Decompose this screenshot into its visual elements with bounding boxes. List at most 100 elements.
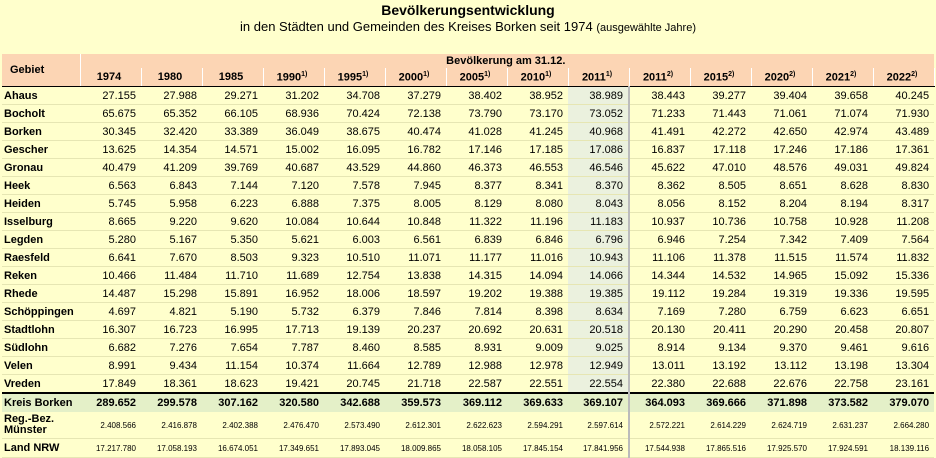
table-cell: 17.217.780	[80, 438, 141, 458]
table-cell: 359.573	[385, 392, 446, 412]
table-cell: 17.841.956	[568, 438, 630, 458]
table-cell: 11.322	[446, 212, 507, 231]
row-name: Isselburg	[2, 212, 80, 231]
table-cell: 65.675	[80, 104, 141, 123]
table-cell: 10.848	[385, 212, 446, 231]
year-header: 20212)	[812, 68, 874, 87]
table-cell: 13.192	[690, 356, 751, 375]
table-cell: 8.005	[385, 194, 446, 213]
table-cell: 19.388	[507, 284, 568, 303]
table-cell: 40.687	[263, 158, 324, 177]
table-cell: 18.058.105	[446, 438, 507, 458]
table-cell: 6.561	[385, 230, 446, 249]
table-cell: 14.094	[507, 266, 568, 285]
table-cell: 17.246	[751, 140, 812, 159]
table-cell: 13.304	[873, 356, 935, 375]
table-cell: 22.380	[629, 374, 690, 394]
table-cell: 18.597	[385, 284, 446, 303]
table-cell: 27.988	[141, 86, 202, 105]
row-name: Reken	[2, 266, 80, 285]
table-cell: 34.708	[324, 86, 385, 105]
table-cell: 2.612.301	[385, 412, 446, 439]
table-cell: 39.404	[751, 86, 812, 105]
table-cell: 41.209	[141, 158, 202, 177]
table-cell: 7.375	[324, 194, 385, 213]
table-cell: 22.587	[446, 374, 507, 394]
table-cell: 6.682	[80, 338, 141, 357]
table-cell: 17.146	[446, 140, 507, 159]
table-cell: 71.233	[629, 104, 690, 123]
table-cell: 16.952	[263, 284, 324, 303]
year-label: 1980	[157, 71, 183, 83]
table-cell: 369.633	[507, 392, 568, 412]
table-cell: 71.061	[751, 104, 812, 123]
table-cell: 32.420	[141, 122, 202, 141]
table-cell: 11.484	[141, 266, 202, 285]
row-name: Legden	[2, 230, 80, 249]
table-cell: 19.284	[690, 284, 751, 303]
table-cell: 46.373	[446, 158, 507, 177]
table-cell: 17.185	[507, 140, 568, 159]
year-label: 1990	[276, 71, 302, 84]
table-cell: 7.342	[751, 230, 812, 249]
table-cell: 6.651	[873, 302, 935, 321]
row-name: Gescher	[2, 140, 80, 159]
row-name: Land NRW	[2, 438, 80, 458]
table-cell: 42.272	[690, 122, 751, 141]
table-cell: 10.084	[263, 212, 324, 231]
table-cell: 72.138	[385, 104, 446, 123]
table-row: Land NRW 17.217.780 17.058.193 16.674.051 17…	[2, 438, 935, 458]
table-cell: 20.130	[629, 320, 690, 339]
table-row: Rhede 14.487 15.298 15.891 16.952 18.006 18.59…	[2, 284, 935, 303]
table-cell: 2.614.229	[690, 412, 751, 439]
table-cell: 43.489	[873, 122, 935, 141]
table-cell: 8.194	[812, 194, 873, 213]
table-cell: 21.718	[385, 374, 446, 394]
table-cell: 8.398	[507, 302, 568, 321]
table-cell: 10.758	[751, 212, 812, 231]
table-cell: 8.665	[80, 212, 141, 231]
table-cell: 11.177	[446, 248, 507, 267]
table-row: Gronau 40.479 41.209 39.769 40.687 43.529 44.8…	[2, 158, 935, 177]
table-cell: 73.170	[507, 104, 568, 123]
table-cell: 39.658	[812, 86, 873, 105]
year-label: 1974	[96, 71, 122, 83]
table-cell: 7.564	[873, 230, 935, 249]
table-cell: 8.341	[507, 176, 568, 195]
table-cell: 10.736	[690, 212, 751, 231]
table-cell: 8.129	[446, 194, 507, 213]
table-cell: 7.846	[385, 302, 446, 321]
table-row: Ahaus 27.155 27.988 29.271 31.202 34.708 37.27…	[2, 86, 935, 105]
table-cell: 19.319	[751, 284, 812, 303]
table-cell: 73.790	[446, 104, 507, 123]
table-cell: 6.003	[324, 230, 385, 249]
table-cell: 23.161	[873, 374, 935, 394]
table-cell: 12.754	[324, 266, 385, 285]
year-label: 2011	[642, 71, 667, 84]
table-cell: 31.202	[263, 86, 324, 105]
table-cell: 71.930	[873, 104, 935, 123]
table-cell: 14.066	[568, 266, 630, 285]
table-cell: 8.931	[446, 338, 507, 357]
row-name: Stadtlohn	[2, 320, 80, 339]
table-cell: 6.641	[80, 248, 141, 267]
table-cell: 2.664.280	[873, 412, 935, 439]
table-cell: 15.336	[873, 266, 935, 285]
table-cell: 11.832	[873, 248, 935, 267]
table-cell: 10.644	[324, 212, 385, 231]
table-cell: 8.460	[324, 338, 385, 357]
table-cell: 17.925.570	[751, 438, 812, 458]
year-header: 1985	[202, 68, 264, 87]
row-name: Schöppingen	[2, 302, 80, 321]
page-title: Bevölkerungsentwicklung	[381, 2, 555, 18]
row-name: Reg.-Bez. Münster	[2, 412, 80, 439]
table-cell: 6.888	[263, 194, 324, 213]
table-cell: 13.112	[751, 356, 812, 375]
table-cell: 11.106	[629, 248, 690, 267]
table-cell: 40.479	[80, 158, 141, 177]
table-row: Reken 10.466 11.484 11.710 11.689 12.754 13.83…	[2, 266, 935, 285]
table-cell: 39.769	[202, 158, 263, 177]
table-cell: 6.623	[812, 302, 873, 321]
table-cell: 11.515	[751, 248, 812, 267]
table-cell: 16.307	[80, 320, 141, 339]
